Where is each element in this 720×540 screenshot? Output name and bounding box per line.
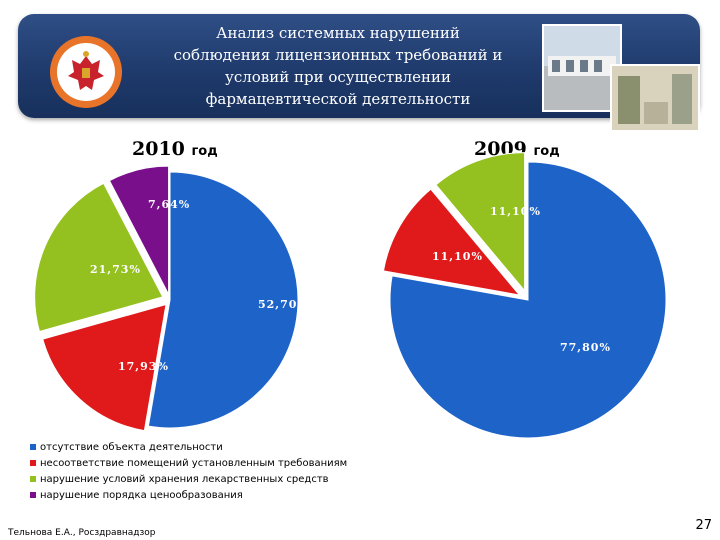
- legend: отсутствие объекта деятельности несоотве…: [30, 439, 430, 503]
- pie-2009-label-absence: 77,80%: [560, 341, 611, 354]
- chart-2010-year: 2010: [132, 138, 185, 160]
- page-number: 27: [695, 518, 712, 533]
- legend-label-storage: нарушение условий хранения лекарственных…: [40, 473, 329, 485]
- warehouse-photo: [542, 24, 622, 112]
- pie-2009-label-premises: 11,10%: [432, 250, 483, 263]
- title-line-4: фармацевтической деятельности: [205, 90, 471, 108]
- legend-swatch-storage: [30, 476, 36, 482]
- pie-2010-slice-premises: [42, 303, 167, 432]
- pie-2010-label-storage: 21,73%: [90, 263, 141, 276]
- coat-of-arms-emblem: [50, 36, 122, 108]
- pie-2010-slice-storage: [34, 182, 164, 333]
- pie-2009-slice-absence: [389, 161, 667, 439]
- legend-swatch-absence: [30, 444, 36, 450]
- chart-2009-unit: год: [533, 144, 560, 159]
- legend-item-pricing: нарушение порядка ценообразования: [30, 487, 430, 503]
- legend-label-absence: отсутствие объекта деятельности: [40, 441, 223, 453]
- storage-room-photo: [610, 64, 700, 132]
- chart-2010-unit: год: [191, 144, 218, 159]
- title-line-3: условий при осуществлении: [225, 68, 451, 86]
- legend-item-premises: несоответствие помещений установленным т…: [30, 455, 430, 471]
- legend-swatch-premises: [30, 460, 36, 466]
- pie-2010-label-pricing: 7,64%: [148, 198, 190, 211]
- pie-2009-label-storage: 11,10%: [490, 205, 541, 218]
- legend-label-premises: несоответствие помещений установленным т…: [40, 457, 348, 469]
- legend-label-pricing: нарушение порядка ценообразования: [40, 489, 243, 501]
- legend-item-absence: отсутствие объекта деятельности: [30, 439, 430, 455]
- header-banner: Анализ системных нарушений соблюдения ли…: [18, 14, 700, 132]
- chart-2010-title: 2010 год: [132, 138, 218, 160]
- pie-2010-label-absence: 52,70%: [258, 298, 309, 311]
- legend-swatch-pricing: [30, 492, 36, 498]
- pie-2010-slice-absence: [147, 171, 299, 429]
- pie-2009-slice-storage: [435, 152, 526, 292]
- pie-2010-label-premises: 17,93%: [118, 360, 169, 373]
- title-line-2: соблюдения лицензионных требований и: [173, 46, 503, 64]
- pie-2009-slice-premises: [382, 188, 521, 296]
- legend-item-storage: нарушение условий хранения лекарственных…: [30, 471, 430, 487]
- footer-author: Тельнова Е.А., Росздравнадзор: [8, 528, 156, 538]
- pie-2010-slice-pricing: [108, 165, 170, 295]
- slide-title: Анализ системных нарушений соблюдения ли…: [138, 22, 538, 110]
- title-line-1: Анализ системных нарушений: [216, 24, 460, 42]
